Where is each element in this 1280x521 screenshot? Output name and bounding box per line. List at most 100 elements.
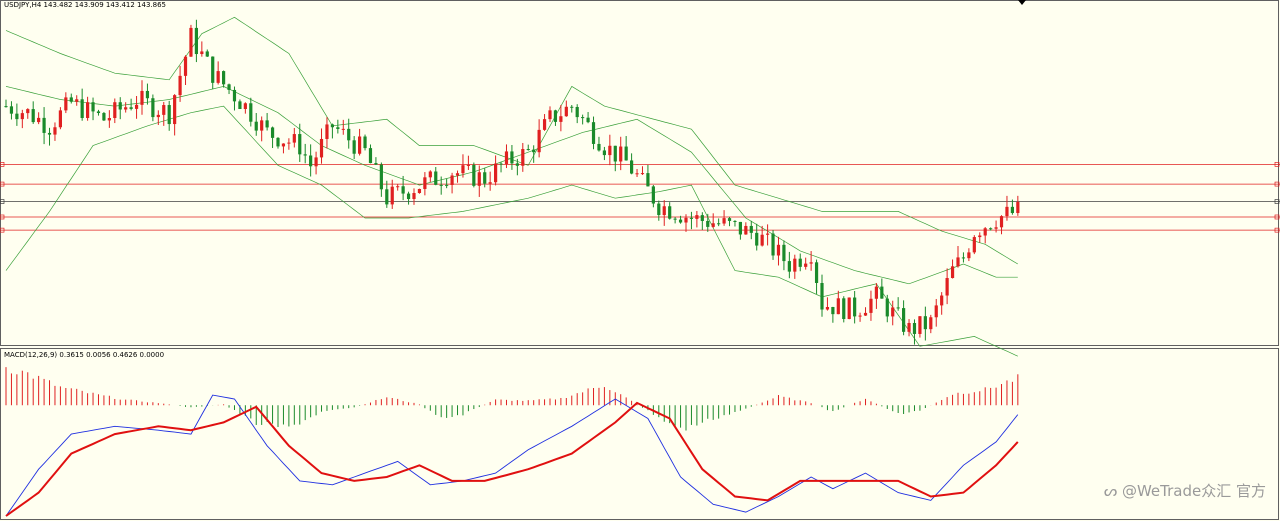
candle-body [281, 143, 286, 147]
candle-body [950, 266, 955, 279]
candle [15, 103, 19, 126]
candle [640, 166, 645, 175]
candle-body [983, 228, 987, 236]
candle-body [934, 305, 938, 318]
candle-body [298, 134, 302, 155]
candle-body [706, 220, 710, 227]
candle-body [689, 217, 694, 219]
candle [934, 298, 938, 327]
candle-body [1005, 206, 1009, 217]
candle-body [668, 206, 672, 219]
candle [722, 210, 726, 226]
candle-body [374, 163, 378, 165]
candle-body [912, 322, 917, 334]
candle [863, 307, 868, 316]
candle-body [749, 225, 753, 233]
candle [406, 191, 411, 205]
candle [243, 102, 247, 114]
candle [69, 93, 73, 104]
symbol-header: USDJPY,H4 143.482 143.909 143.412 143.86… [4, 1, 166, 9]
candle-body [406, 193, 411, 200]
candle-body [69, 97, 73, 102]
candle [494, 155, 498, 186]
candle-body [211, 56, 215, 83]
candle-body [379, 164, 383, 190]
candle [450, 172, 454, 194]
candle [651, 184, 655, 208]
candle [929, 314, 933, 334]
level-4-marker-left [0, 214, 5, 220]
candle [75, 95, 79, 106]
watermark: ᔕ @WeTrade众汇 官方 [1104, 480, 1266, 501]
candle-body [26, 109, 30, 114]
candle [178, 65, 182, 102]
candle-body [249, 103, 253, 122]
candle-body [434, 171, 438, 185]
candle [368, 144, 373, 164]
candle [635, 169, 639, 177]
candle-body [711, 223, 715, 227]
candle [477, 165, 481, 197]
candle-body [347, 128, 351, 141]
candle-body [542, 119, 547, 130]
candle-body [189, 27, 193, 57]
candle-body [923, 316, 927, 330]
candle [961, 252, 966, 263]
level-4-marker-right [1274, 214, 1280, 220]
candle-body [319, 138, 324, 158]
candle-body [461, 165, 465, 174]
candle-body [96, 111, 101, 114]
candle [537, 119, 541, 158]
candle-body [880, 286, 884, 299]
candle-body [227, 84, 231, 90]
candle [314, 151, 318, 175]
candle-body [260, 120, 264, 131]
corner-marker-icon [1018, 0, 1026, 5]
candle-body [222, 71, 226, 85]
candle [912, 319, 917, 345]
candle-body [526, 149, 530, 151]
candle [42, 107, 46, 145]
candle [940, 292, 944, 315]
candle [891, 300, 895, 326]
candle [4, 99, 8, 108]
candle-body [287, 142, 291, 144]
candle-body [842, 298, 846, 320]
candle-body [515, 163, 519, 166]
candle [173, 94, 177, 136]
candle-body [891, 307, 895, 317]
candle-body [113, 102, 117, 119]
candle [956, 246, 960, 268]
candle-body [630, 160, 634, 174]
candle-body [200, 51, 204, 55]
candle [776, 236, 781, 266]
candle-body [64, 97, 68, 111]
candle-body [602, 150, 606, 156]
candle-body [145, 90, 150, 99]
candle-body [124, 107, 128, 110]
candle-body [488, 182, 492, 184]
wechat-channel-icon: ᔕ [1103, 482, 1118, 500]
candle-body [42, 117, 46, 133]
level-3-marker-left [0, 199, 5, 204]
candle-body [314, 157, 318, 167]
candle [907, 319, 911, 337]
candle [363, 134, 367, 151]
candle [902, 300, 906, 336]
candle [330, 123, 334, 139]
candle-body [787, 261, 791, 272]
level-5-marker-left [0, 227, 5, 233]
candle [874, 283, 878, 309]
candle-body [532, 149, 536, 153]
candle [602, 146, 606, 161]
candle [249, 97, 253, 127]
candle-body [499, 163, 503, 165]
candle [613, 145, 617, 172]
candle [749, 220, 753, 240]
candle [167, 100, 171, 131]
candle [20, 109, 24, 129]
candle [591, 116, 596, 150]
candle [37, 112, 41, 125]
candle [80, 88, 84, 121]
candle [281, 143, 286, 154]
